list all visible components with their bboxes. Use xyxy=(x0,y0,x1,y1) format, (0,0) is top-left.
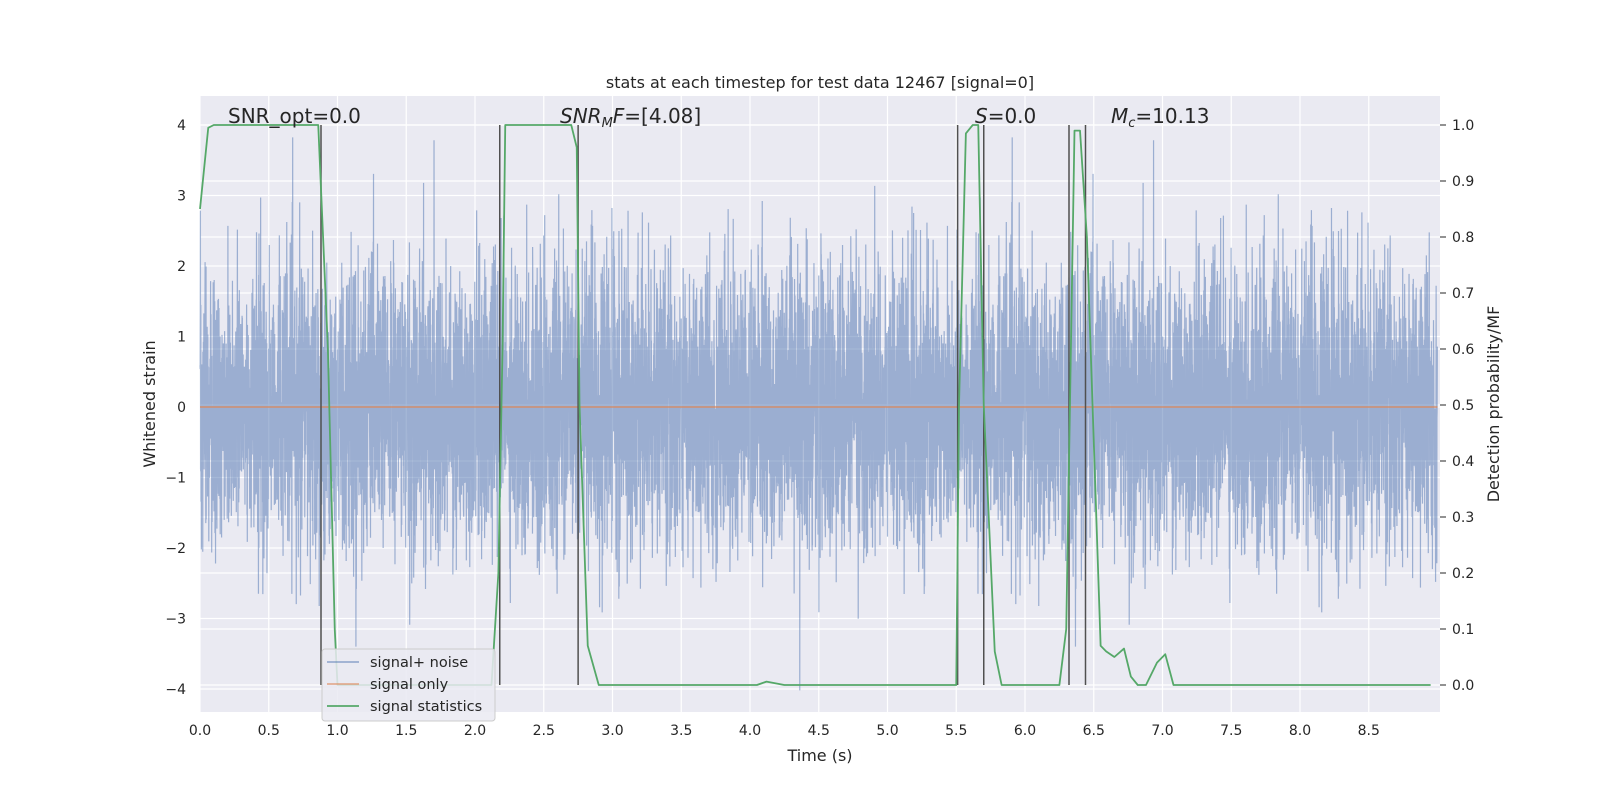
x-ticks: 0.0 0.5 1.0 1.5 2.0 2.5 3.0 3.5 4.0 4.5 5.0 5.5 6.0 6… xyxy=(189,723,1380,739)
legend-label-noise: signal+ noise xyxy=(370,655,468,671)
annotation-snr-mf: SNRMF=[4.08] xyxy=(560,104,701,131)
x-tick-label: 7.0 xyxy=(1151,723,1173,739)
legend-box xyxy=(321,648,496,722)
x-tick-label: 8.5 xyxy=(1358,723,1380,739)
y-tick-label: −1 xyxy=(165,471,186,487)
annotation-snr-opt: SNR_opt=0.0 xyxy=(228,104,361,128)
annotation-s: S=0.0 xyxy=(975,104,1036,128)
x-tick-label: 8.0 xyxy=(1289,723,1311,739)
y2-tick-label: 0.2 xyxy=(1452,566,1474,582)
x-tick-label: 4.5 xyxy=(808,723,830,739)
y2-tick-label: 0.1 xyxy=(1452,622,1474,638)
series-signal-noise-line xyxy=(199,137,1438,691)
y-axis-label: Whitened strain xyxy=(140,340,159,467)
x-tick-label: 4.0 xyxy=(739,723,761,739)
y2-axis-label: Detection probability/MF xyxy=(1484,306,1503,503)
y2-tick-label: 1.0 xyxy=(1452,118,1474,134)
x-tick-label: 2.5 xyxy=(533,723,555,739)
y2-tick-label: 0.8 xyxy=(1452,230,1474,246)
x-axis-label: Time (s) xyxy=(786,746,852,765)
x-tick-label: 0.5 xyxy=(258,723,280,739)
annotation-mc: Mc=10.13 xyxy=(1111,104,1209,131)
x-tick-label: 7.5 xyxy=(1220,723,1242,739)
x-tick-label: 3.0 xyxy=(601,723,623,739)
y2-tick-label: 0.6 xyxy=(1452,342,1474,358)
x-tick-label: 6.5 xyxy=(1083,723,1105,739)
y2-tick-label: 0.0 xyxy=(1452,678,1474,694)
chart-title: stats at each timestep for test data 124… xyxy=(606,73,1034,92)
legend: signal+ noise signal only signal statist… xyxy=(321,648,496,722)
x-tick-label: 5.5 xyxy=(945,723,967,739)
y2-tick-label: 0.9 xyxy=(1452,174,1474,190)
y-tick-label: 3 xyxy=(177,189,186,205)
y-tick-label: 1 xyxy=(177,330,186,346)
x-tick-label: 1.0 xyxy=(326,723,348,739)
signal-noise-series xyxy=(199,137,1438,691)
x-tick-label: 2.0 xyxy=(464,723,486,739)
y-tick-label: 0 xyxy=(177,400,186,416)
y-tick-label: −2 xyxy=(165,541,186,557)
x-tick-label: 5.0 xyxy=(876,723,898,739)
x-tick-label: 0.0 xyxy=(189,723,211,739)
y-ticks: 4 3 2 1 0 −1 −2 −3 −4 xyxy=(165,118,186,698)
y-tick-label: −4 xyxy=(165,682,186,698)
y2-tick-label: 0.5 xyxy=(1452,398,1474,414)
x-tick-label: 1.5 xyxy=(395,723,417,739)
y2-ticks: 1.0 0.9 0.8 0.7 0.6 0.5 0.4 0.3 0.2 0.1 0.0 xyxy=(1440,118,1474,694)
y2-tick-label: 0.4 xyxy=(1452,454,1474,470)
y-tick-label: −3 xyxy=(165,612,186,628)
x-tick-label: 6.0 xyxy=(1014,723,1036,739)
y2-tick-label: 0.7 xyxy=(1452,286,1474,302)
x-tick-label: 3.5 xyxy=(670,723,692,739)
y-tick-label: 2 xyxy=(177,259,186,275)
y2-tick-label: 0.3 xyxy=(1452,510,1474,526)
legend-label-signal: signal only xyxy=(370,677,449,693)
y-tick-label: 4 xyxy=(177,118,186,134)
legend-label-stats: signal statistics xyxy=(370,699,482,715)
